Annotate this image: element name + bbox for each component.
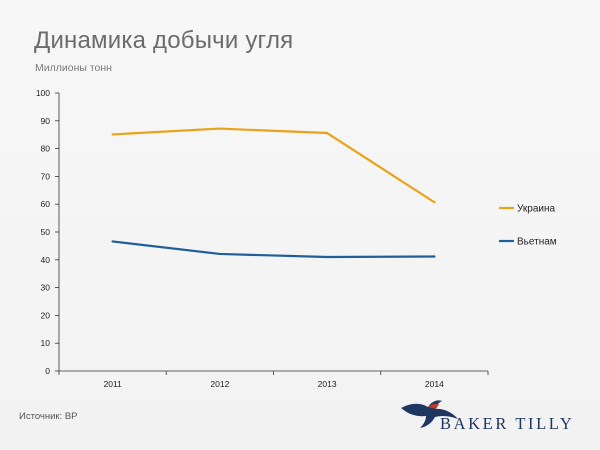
series-point-1 bbox=[326, 255, 329, 259]
y-tick-label: 30 bbox=[41, 283, 51, 293]
series-line-0 bbox=[111, 127, 436, 204]
brand-logo-text: BAKER TILLY bbox=[440, 414, 575, 433]
series-point-0 bbox=[218, 127, 221, 130]
y-tick-label: 20 bbox=[41, 310, 51, 320]
chart-unit-label: Миллионы тонн bbox=[35, 62, 112, 74]
y-tick-label: 0 bbox=[45, 366, 50, 376]
series-point-1 bbox=[218, 252, 221, 256]
legend-label-0: Украина bbox=[517, 204, 556, 215]
y-tick-label: 50 bbox=[41, 227, 51, 237]
series-point-0 bbox=[326, 131, 329, 135]
series-point-1 bbox=[433, 255, 436, 258]
x-tick-label: 2011 bbox=[103, 379, 122, 389]
y-tick-label: 60 bbox=[41, 199, 51, 209]
series-point-0 bbox=[111, 133, 114, 136]
baker-tilly-bird-icon bbox=[401, 400, 458, 428]
y-tick-label: 90 bbox=[41, 116, 51, 126]
source-note: Источник: BP bbox=[19, 411, 78, 422]
legend-label-1: Вьетнам bbox=[517, 237, 557, 248]
y-tick-label: 40 bbox=[41, 255, 51, 265]
x-tick-label: 2013 bbox=[318, 379, 337, 389]
series-point-0 bbox=[433, 201, 436, 204]
series-line-1 bbox=[111, 240, 436, 259]
page-title: Динамика добычи угля bbox=[34, 27, 294, 54]
y-tick-label: 70 bbox=[41, 171, 51, 181]
x-tick-label: 2012 bbox=[210, 379, 229, 389]
y-tick-label: 10 bbox=[41, 338, 51, 348]
y-tick-label: 80 bbox=[41, 144, 51, 154]
series-point-1 bbox=[111, 240, 114, 243]
y-tick-label: 100 bbox=[36, 88, 50, 98]
x-tick-label: 2014 bbox=[425, 379, 444, 389]
